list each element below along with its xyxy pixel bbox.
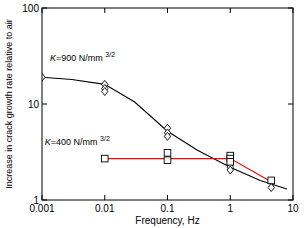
series-line — [105, 159, 271, 182]
x-axis-label: Frequency, Hz — [135, 215, 199, 226]
tick — [42, 200, 47, 201]
series-label: K=900 N/mm 3/2 — [50, 51, 115, 63]
tick — [42, 8, 43, 13]
background — [0, 0, 304, 228]
tick — [293, 8, 294, 13]
series-label: K=400 N/mm 3/2 — [45, 135, 110, 147]
tick — [288, 8, 293, 9]
marker — [164, 132, 170, 140]
y-tick-label: 1 — [33, 195, 39, 206]
tick — [288, 200, 293, 201]
tick — [167, 8, 168, 13]
y-tick-label: 10 — [28, 99, 40, 110]
plot-frame — [42, 8, 293, 200]
tick — [293, 195, 294, 200]
marker — [164, 150, 171, 157]
marker — [102, 87, 108, 95]
tick — [42, 8, 47, 9]
marker — [268, 177, 275, 184]
tick — [288, 104, 293, 105]
marker — [164, 157, 171, 164]
tick — [42, 195, 43, 200]
marker — [227, 158, 234, 165]
x-tick-label: 0.01 — [95, 203, 115, 214]
tick — [167, 195, 168, 200]
marker — [227, 166, 233, 174]
y-axis-label: Increase in crack growth rate relative t… — [4, 19, 14, 189]
tick — [104, 8, 105, 13]
x-tick-label: 0.1 — [161, 203, 175, 214]
tick — [104, 195, 105, 200]
tick — [230, 195, 231, 200]
y-tick-label: 100 — [22, 3, 39, 14]
tick — [42, 104, 47, 105]
marker — [101, 155, 108, 162]
plot-area — [42, 73, 287, 191]
x-tick-label: 10 — [287, 203, 299, 214]
chart: 0.0010.010.1110110100Frequency, HzIncrea… — [0, 0, 304, 228]
tick — [230, 8, 231, 13]
series-line — [42, 77, 287, 189]
marker — [268, 183, 274, 191]
x-tick-label: 1 — [227, 203, 233, 214]
